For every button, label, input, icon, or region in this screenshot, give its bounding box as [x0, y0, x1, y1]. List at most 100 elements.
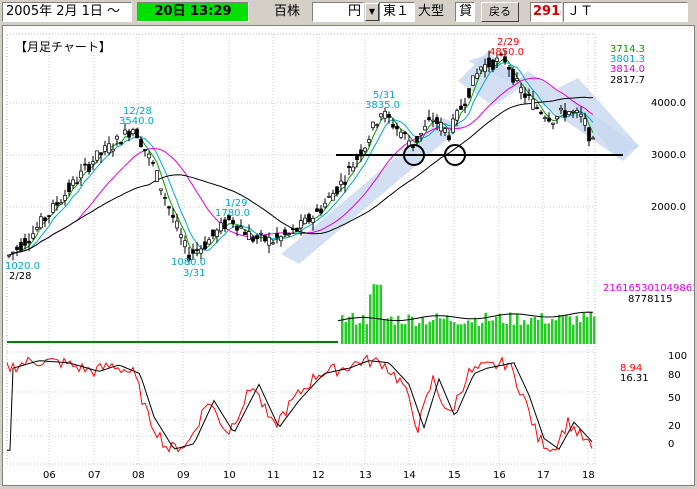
volume-bar — [432, 319, 435, 344]
volume-bar — [386, 318, 389, 344]
candle-body — [155, 170, 159, 182]
volume-bar — [568, 316, 571, 344]
candle-body — [243, 231, 247, 236]
stock-name-field[interactable]: ＪＴ — [563, 2, 688, 22]
osc-tick-label: 50 — [668, 393, 681, 404]
osc-value-d: 16.31 — [620, 373, 649, 384]
candle-body — [355, 155, 359, 160]
candle-body — [119, 141, 123, 145]
x-tick-label: 11 — [267, 470, 280, 481]
candle-body — [431, 119, 435, 122]
candle-body — [95, 150, 99, 161]
volume-bar — [551, 318, 554, 344]
candle-body — [143, 149, 147, 151]
volume-label-2: 8778115 — [628, 294, 673, 305]
volume-bar — [467, 320, 470, 344]
candle-body — [27, 240, 31, 244]
lending-field[interactable]: 貸 — [455, 2, 475, 22]
candle-body — [575, 110, 579, 113]
volume-bar — [512, 324, 515, 344]
candle-body — [183, 240, 187, 248]
candle-body — [287, 233, 291, 236]
currency-dropdown[interactable]: ▼ — [365, 3, 379, 21]
currency-field[interactable]: 円 — [312, 2, 364, 22]
candle-body — [211, 229, 215, 237]
candlesticks — [7, 50, 595, 265]
volume-bars — [7, 284, 596, 344]
start-date-field[interactable]: 2005年 2月 1日 ～ — [2, 2, 132, 22]
candle-body — [439, 122, 443, 132]
candle-body — [115, 135, 119, 140]
annotation-peak2-value: 3835.0 — [365, 100, 400, 111]
volume-bar — [519, 325, 522, 344]
back-button[interactable]: 戻る — [481, 2, 519, 22]
candle-body — [299, 220, 303, 229]
volume-bar — [495, 316, 498, 344]
candle-body — [363, 147, 367, 152]
ma-value-label: 3814.0 — [610, 64, 645, 75]
market-field[interactable]: 東１ — [379, 2, 415, 22]
candle-body — [7, 254, 11, 257]
candle-body — [271, 242, 275, 245]
annotation-mid-value: 1780.0 — [215, 208, 250, 219]
candle-body — [499, 53, 503, 56]
candle-body — [179, 234, 183, 238]
candle-body — [455, 110, 459, 121]
x-tick-label: 13 — [359, 470, 372, 481]
volume-bar — [358, 323, 361, 344]
volume-bar — [355, 324, 358, 344]
candle-body — [395, 126, 399, 130]
candle-body — [391, 124, 395, 128]
volume-bar — [390, 316, 393, 344]
candle-body — [163, 197, 167, 199]
volume-bar — [463, 323, 466, 344]
candle-body — [399, 131, 403, 138]
candle-body — [279, 236, 283, 242]
volume-bar — [477, 325, 480, 344]
candle-body — [175, 220, 179, 229]
candle-body — [359, 149, 363, 157]
volume-bar — [474, 317, 477, 344]
volume-bar — [558, 314, 561, 344]
candle-body — [591, 137, 595, 140]
candle-body — [475, 73, 479, 79]
candle-body — [127, 130, 131, 138]
candle-body — [571, 110, 575, 113]
annotation-peak1-value: 3540.0 — [119, 116, 154, 127]
osc-tick-label: 100 — [668, 351, 687, 362]
annotation-peak2-date: 5/31 — [373, 90, 395, 101]
volume-bar — [439, 318, 442, 344]
candle-body — [551, 122, 555, 125]
candle-body — [587, 127, 591, 142]
candle-body — [79, 170, 83, 179]
candle-body — [295, 227, 299, 232]
candle-body — [483, 64, 487, 73]
candle-body — [527, 93, 531, 96]
volume-bar — [589, 312, 592, 344]
volume-bar — [572, 324, 575, 344]
candle-body — [547, 117, 551, 122]
candle-body — [579, 113, 583, 117]
size-label: 大型 — [418, 4, 445, 19]
volume-bar — [372, 284, 375, 344]
candle-body — [247, 231, 251, 240]
x-tick-label: 09 — [177, 470, 190, 481]
chart-overlays — [336, 144, 623, 166]
osc-tick-label: 0 — [668, 439, 674, 450]
volume-bar — [575, 315, 578, 344]
candle-body — [531, 98, 535, 110]
volume-bar — [442, 318, 445, 344]
candle-body — [283, 229, 287, 235]
candle-body — [19, 242, 23, 251]
volume-bar — [449, 321, 452, 344]
volume-bar — [488, 321, 491, 344]
candle-body — [387, 114, 391, 118]
volume-bar — [344, 322, 347, 344]
candle-body — [291, 228, 295, 231]
candle-body — [167, 206, 171, 209]
candle-body — [203, 241, 207, 250]
volume-bar — [351, 313, 354, 344]
code-field[interactable]: 2914 — [530, 2, 562, 22]
time-field[interactable]: 20日 13:29 — [137, 2, 249, 22]
candle-body — [59, 202, 63, 205]
